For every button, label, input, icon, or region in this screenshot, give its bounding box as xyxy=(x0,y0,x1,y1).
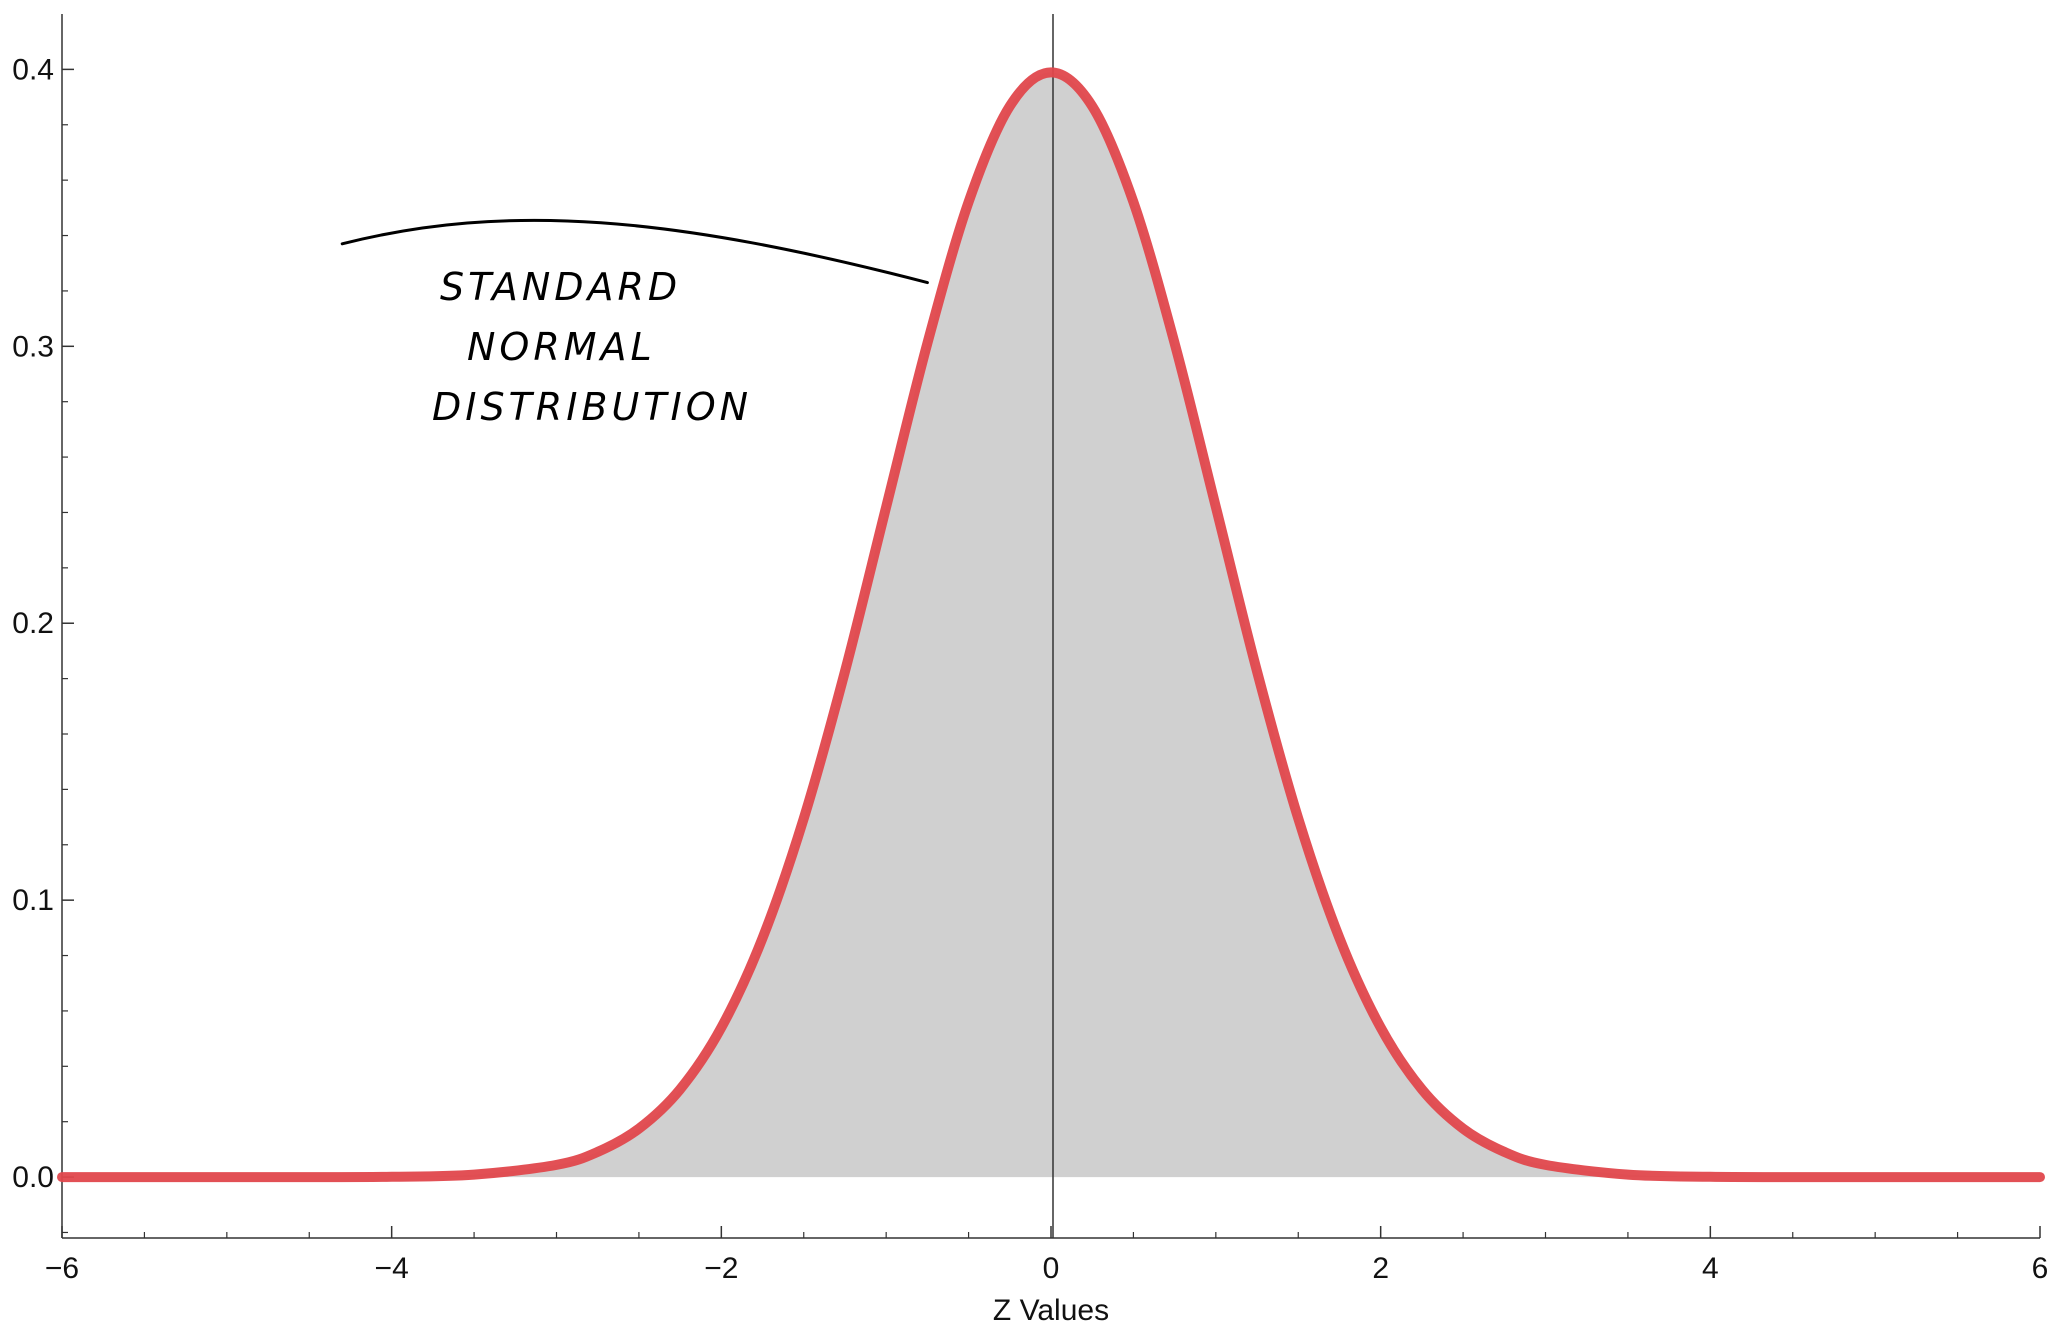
annotation-layer: STANDARD NORMAL DISTRIBUTION xyxy=(340,218,929,429)
area-layer xyxy=(62,72,2040,1178)
y-tick-label: 0.1 xyxy=(12,884,54,917)
y-tick-label: 0.2 xyxy=(12,607,54,640)
x-tick-label: 2 xyxy=(1372,1252,1389,1285)
annotation-pointer xyxy=(340,218,929,285)
annotation-text-line: NORMAL xyxy=(467,325,656,369)
y-tick-label: 0.3 xyxy=(12,330,54,363)
normal-curve-line xyxy=(57,67,2045,1183)
x-axis-title: Z Values xyxy=(993,1294,1109,1326)
annotation-text-line: DISTRIBUTION xyxy=(432,385,752,429)
x-tick-label: 0 xyxy=(1043,1252,1060,1285)
y-tick-label: 0.4 xyxy=(12,53,54,86)
x-tick-label: 4 xyxy=(1702,1252,1719,1285)
axes-layer: 0.0 0.1 0.2 0.3 0.4 −6 −4 −2 0 2 4 6 Z Values xyxy=(12,14,2048,1326)
y-tick-label: 0.0 xyxy=(12,1161,54,1194)
x-tick-label: −6 xyxy=(45,1252,79,1285)
annotation-text-line: STANDARD xyxy=(440,265,681,309)
x-tick-label: 6 xyxy=(2032,1252,2048,1285)
line-layer xyxy=(57,67,2045,1183)
x-tick-label: −2 xyxy=(704,1252,738,1285)
x-tick-label: −4 xyxy=(375,1252,409,1285)
area-fill xyxy=(62,72,2040,1178)
